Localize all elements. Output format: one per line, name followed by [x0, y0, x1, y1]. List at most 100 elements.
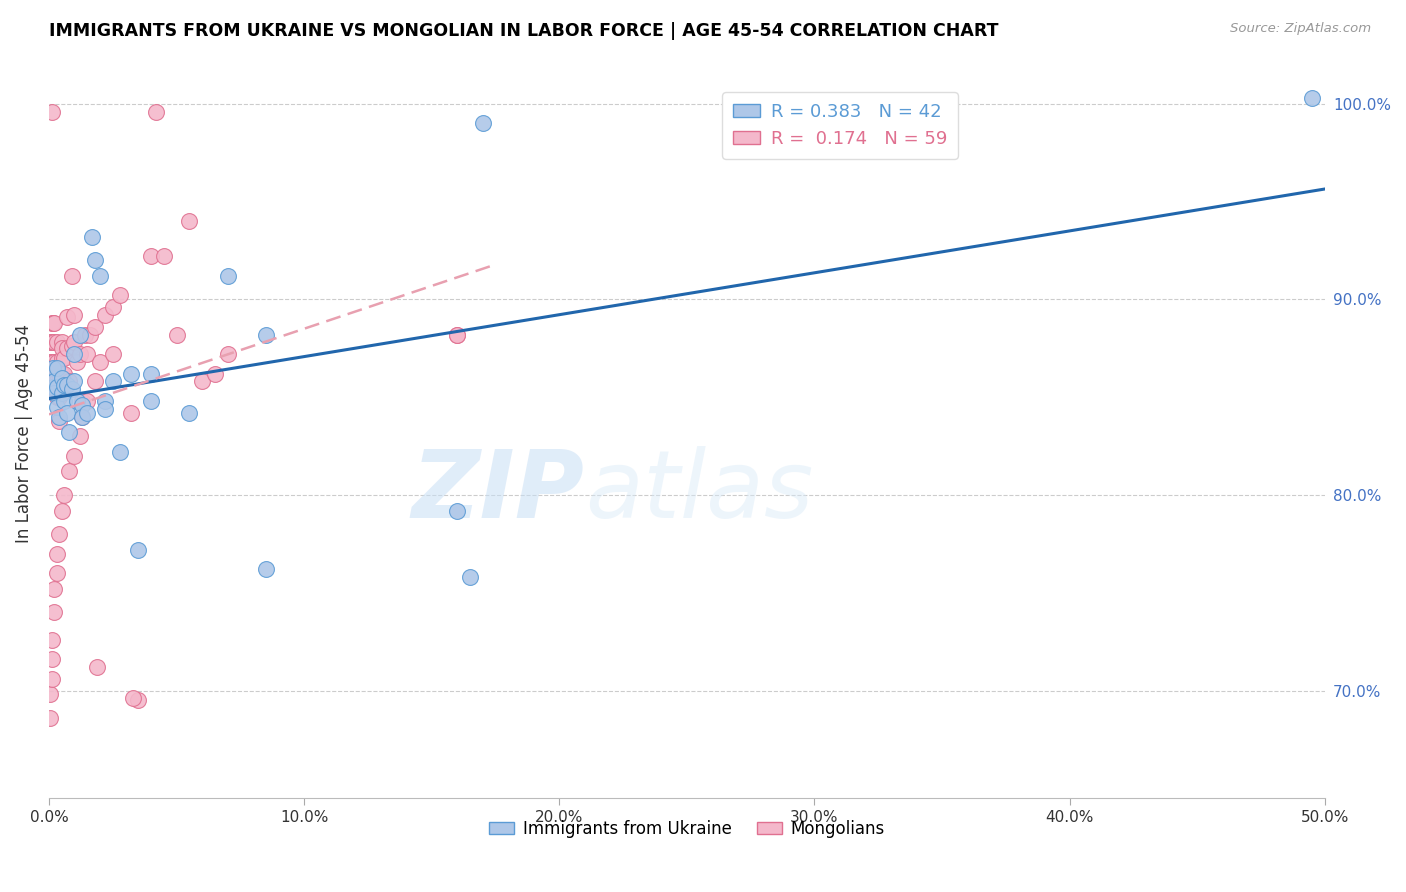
Point: [51, 370, 73, 384]
Point: [41, 672, 63, 686]
Point: [48, 409, 70, 424]
Point: [458, 570, 481, 584]
Point: [45, 390, 67, 404]
Point: [39, 375, 62, 389]
Point: [41, 652, 63, 666]
Point: [217, 268, 239, 283]
Point: [42, 582, 65, 596]
Point: [56, 341, 79, 355]
Point: [42, 605, 65, 619]
Point: [45, 360, 67, 375]
Point: [127, 542, 149, 557]
Point: [94, 394, 117, 409]
Point: [39, 355, 62, 369]
Point: [53, 488, 76, 502]
Point: [110, 288, 132, 302]
Point: [45, 380, 67, 394]
Point: [69, 429, 91, 443]
Point: [204, 367, 226, 381]
Point: [51, 367, 73, 381]
Point: [446, 327, 468, 342]
Point: [42, 375, 65, 389]
Point: [42, 316, 65, 330]
Point: [45, 355, 67, 369]
Point: [41, 316, 63, 330]
Point: [110, 445, 132, 459]
Point: [42, 375, 65, 389]
Point: [45, 400, 67, 414]
Point: [58, 465, 80, 479]
Point: [73, 327, 96, 342]
Point: [39, 711, 62, 725]
Point: [51, 386, 73, 401]
Point: [139, 249, 162, 263]
Point: [63, 449, 86, 463]
Point: [53, 351, 76, 365]
Point: [70, 394, 93, 409]
Point: [41, 632, 63, 647]
Point: [41, 104, 63, 119]
Point: [60, 339, 83, 353]
Point: [120, 406, 142, 420]
Point: [45, 335, 67, 350]
Text: Source: ZipAtlas.com: Source: ZipAtlas.com: [1230, 22, 1371, 36]
Point: [51, 503, 73, 517]
Point: [45, 547, 67, 561]
Point: [48, 527, 70, 541]
Point: [79, 327, 101, 342]
Point: [446, 503, 468, 517]
Point: [48, 367, 70, 381]
Point: [166, 327, 188, 342]
Text: ZIP: ZIP: [412, 446, 585, 538]
Point: [63, 375, 86, 389]
Point: [56, 310, 79, 324]
Point: [101, 375, 124, 389]
Point: [48, 414, 70, 428]
Point: [89, 268, 111, 283]
Point: [48, 390, 70, 404]
Point: [42, 360, 65, 375]
Point: [152, 249, 174, 263]
Point: [127, 693, 149, 707]
Point: [51, 351, 73, 365]
Point: [76, 406, 98, 420]
Point: [76, 394, 98, 409]
Point: [76, 347, 98, 361]
Point: [70, 409, 93, 424]
Point: [66, 355, 89, 369]
Point: [51, 367, 73, 381]
Point: [60, 268, 83, 283]
Point: [446, 327, 468, 342]
Point: [179, 406, 201, 420]
Point: [66, 394, 89, 409]
Point: [70, 398, 93, 412]
Point: [39, 688, 62, 702]
Point: [254, 327, 277, 342]
Point: [101, 300, 124, 314]
Point: [122, 691, 145, 706]
Point: [94, 308, 117, 322]
Point: [101, 347, 124, 361]
Point: [94, 401, 117, 416]
Point: [120, 367, 142, 381]
Point: [191, 375, 214, 389]
Point: [53, 394, 76, 409]
Point: [42, 355, 65, 369]
Point: [53, 378, 76, 392]
Point: [63, 347, 86, 361]
Point: [51, 341, 73, 355]
Point: [41, 355, 63, 369]
Text: atlas: atlas: [585, 446, 813, 537]
Point: [42, 380, 65, 394]
Point: [139, 394, 162, 409]
Point: [83, 319, 105, 334]
Point: [69, 347, 91, 361]
Point: [56, 406, 79, 420]
Point: [41, 375, 63, 389]
Point: [58, 375, 80, 389]
Point: [83, 253, 105, 268]
Point: [42, 335, 65, 350]
Point: [139, 367, 162, 381]
Point: [56, 378, 79, 392]
Point: [89, 355, 111, 369]
